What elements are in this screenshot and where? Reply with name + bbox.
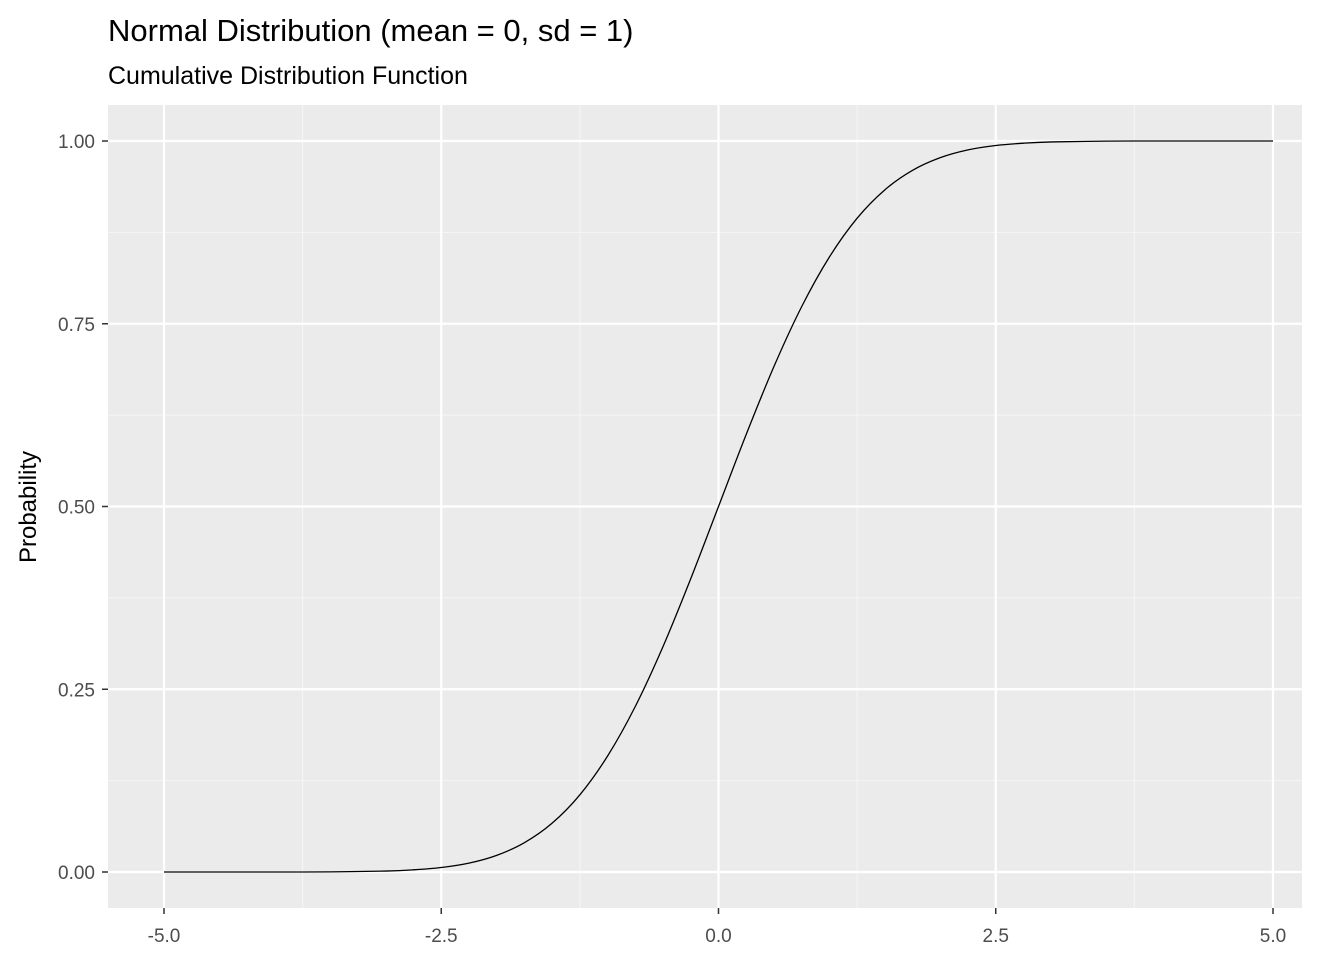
y-tick-label: 0.25 xyxy=(58,680,95,701)
x-tick-label: 0.0 xyxy=(705,926,731,947)
x-tick-label: 2.5 xyxy=(983,926,1009,947)
y-axis-title: Probability xyxy=(15,451,42,563)
y-tick-label: 0.75 xyxy=(58,315,95,336)
x-axis: -5.0 -2.5 0.0 2.5 5.0 xyxy=(148,908,1286,947)
chart-subtitle: Cumulative Distribution Function xyxy=(108,62,468,90)
y-tick-label: 1.00 xyxy=(58,132,95,153)
y-tick-label: 0.50 xyxy=(58,498,95,519)
y-tick-label: 0.00 xyxy=(58,863,95,884)
chart-title: Normal Distribution (mean = 0, sd = 1) xyxy=(108,13,634,48)
cdf-series-line xyxy=(164,140,1273,873)
data-series xyxy=(164,140,1273,873)
x-tick-label: -5.0 xyxy=(148,926,181,947)
x-tick-label: -2.5 xyxy=(425,926,458,947)
x-tick-label: 5.0 xyxy=(1260,926,1286,947)
y-axis: 0.00 0.25 0.50 0.75 1.00 xyxy=(58,132,108,884)
